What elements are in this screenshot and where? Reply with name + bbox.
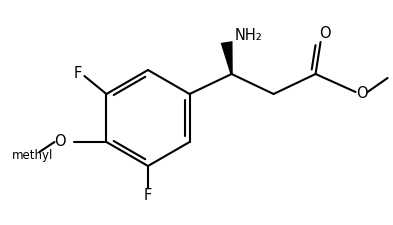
Text: methyl: methyl	[12, 149, 53, 162]
Text: F: F	[144, 189, 152, 203]
Text: NH₂: NH₂	[235, 29, 262, 43]
Polygon shape	[220, 41, 233, 74]
Text: O: O	[55, 135, 66, 149]
Text: O: O	[319, 27, 331, 41]
Text: O: O	[356, 86, 367, 101]
Text: F: F	[73, 67, 82, 81]
